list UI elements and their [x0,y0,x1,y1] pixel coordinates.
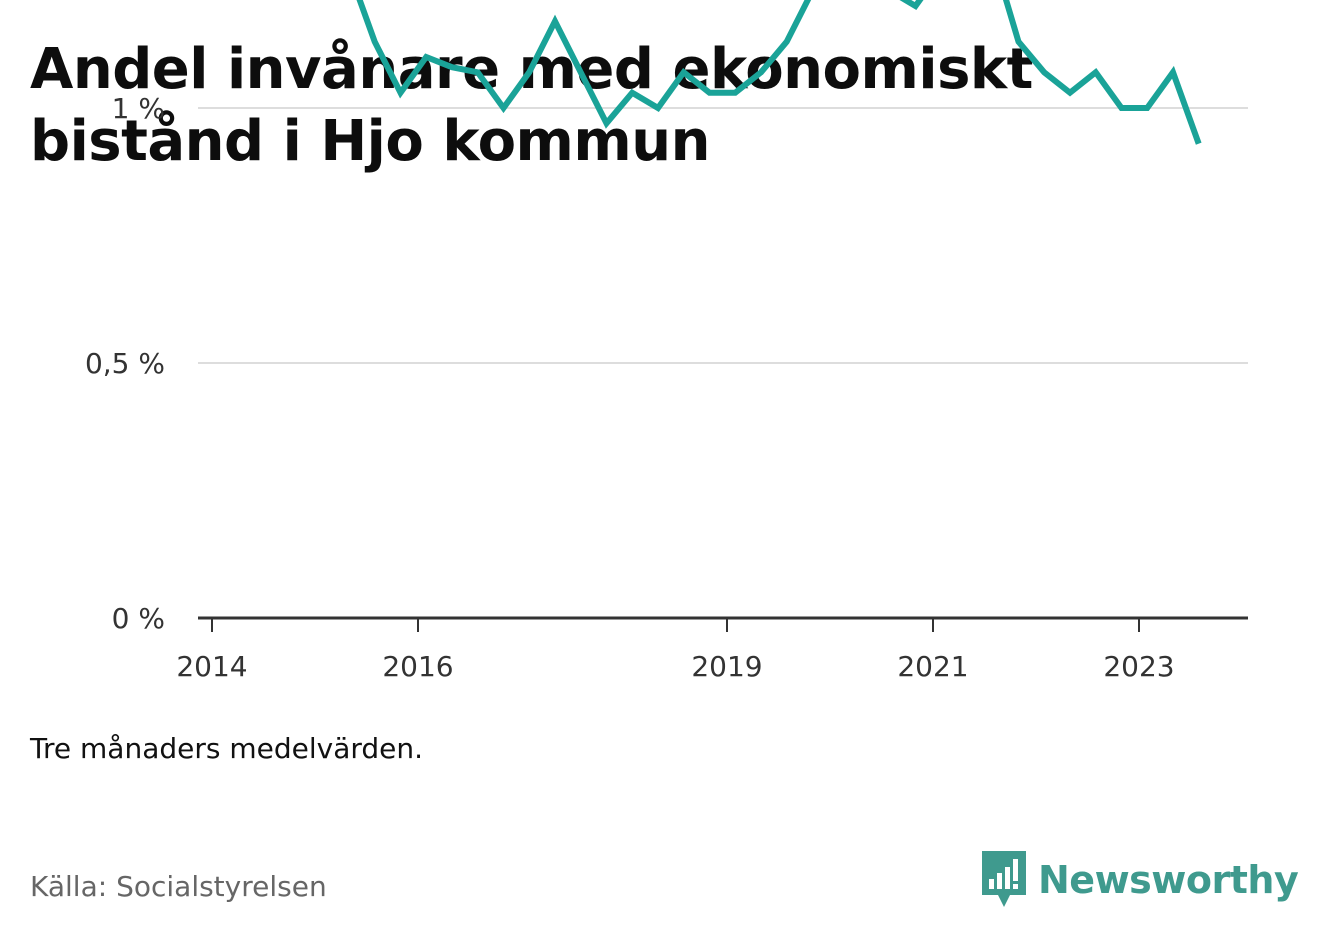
series-line [356,0,1202,145]
newsworthy-logo-icon [982,851,1026,907]
source-label: Källa: Socialstyrelsen [30,870,327,903]
chart-note: Tre månaders medelvärden. [30,732,424,765]
y-axis-labels: 0 % 0,5 % 1 % [85,92,165,635]
x-tick-label: 2021 [897,650,968,683]
x-tick-label: 2019 [691,650,762,683]
x-tick-label: 2023 [1103,650,1174,683]
x-axis: 2014 2016 2019 2021 2023 [176,616,1248,683]
series-group [356,0,1202,145]
y-tick-label: 0,5 % [85,347,165,380]
x-tick-label: 2014 [176,650,247,683]
y-tick-label: 1 % [112,92,165,125]
chart-title: Andel invånare med ekonomiskt bistånd i … [30,37,1033,174]
grid-lines [198,107,1248,364]
brand-logo[interactable]: Newsworthy [980,848,1299,912]
y-tick-label: 0 % [112,602,165,635]
x-tick-label: 2016 [382,650,453,683]
brand-name: Newsworthy [1038,858,1299,902]
line-chart: 0 % 0,5 % 1 % 2014 2016 2019 2021 2023 [85,0,1248,683]
